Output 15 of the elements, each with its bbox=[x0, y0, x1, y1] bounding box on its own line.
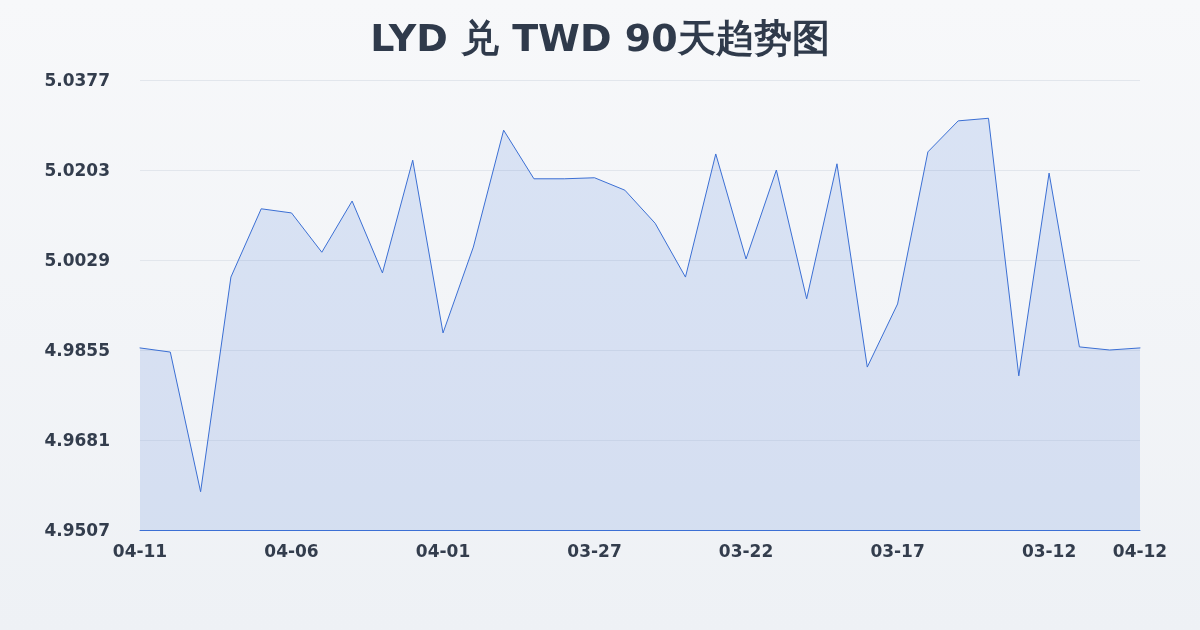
x-tick-label: 03-27 bbox=[567, 540, 622, 561]
y-tick-label: 4.9507 bbox=[44, 520, 110, 540]
x-tick-label: 03-22 bbox=[718, 540, 774, 561]
x-tick-label: 04-06 bbox=[264, 540, 319, 561]
x-tick-label: 03-12 bbox=[1021, 540, 1077, 561]
y-tick-label: 5.0203 bbox=[44, 160, 110, 180]
x-tick-label: 04-11 bbox=[112, 540, 168, 561]
chart-title: LYD 兑 TWD 90天趋势图 bbox=[370, 16, 830, 60]
x-tick-label: 03-17 bbox=[870, 540, 925, 561]
y-tick-label: 5.0377 bbox=[44, 70, 110, 90]
x-tick-label: 04-01 bbox=[415, 540, 471, 561]
y-tick-label: 5.0029 bbox=[44, 250, 110, 270]
y-tick-label: 4.9681 bbox=[44, 430, 110, 450]
y-tick-label: 4.9855 bbox=[44, 340, 110, 360]
x-tick-label: 04-12 bbox=[1112, 540, 1168, 561]
